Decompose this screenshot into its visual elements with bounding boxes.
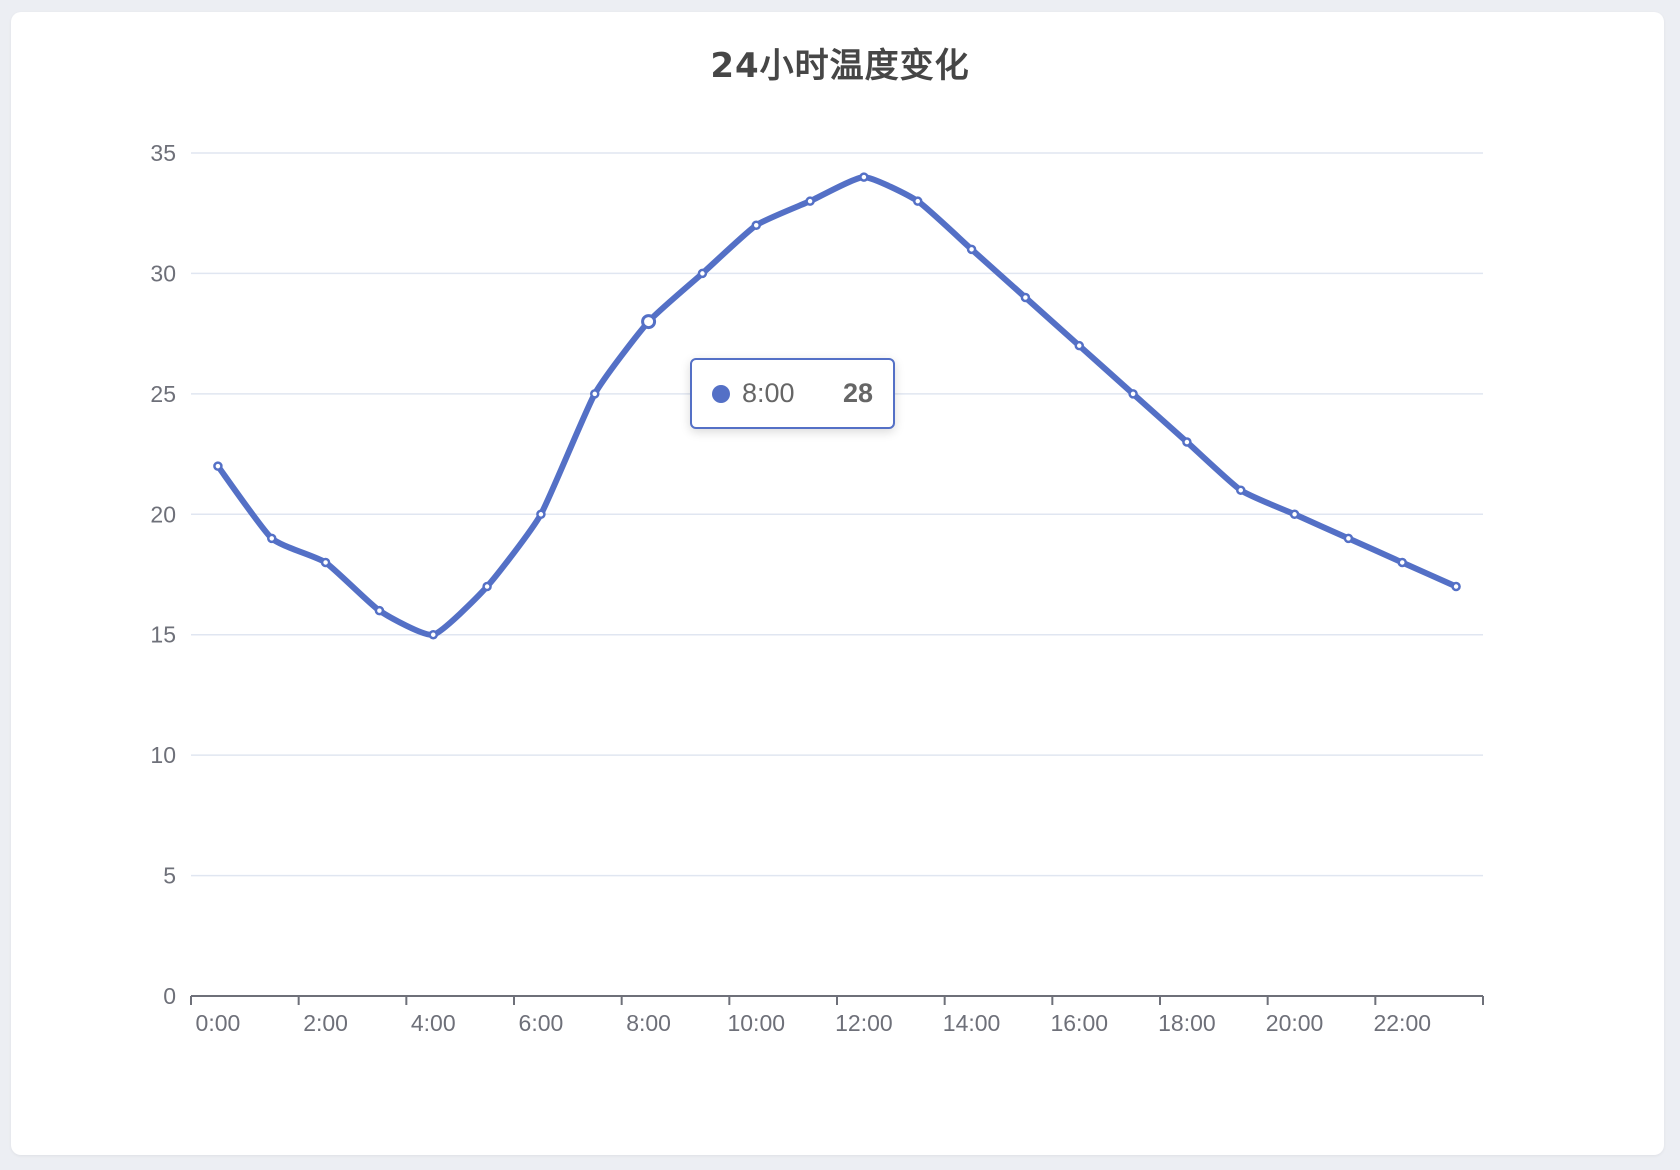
x-tick-label: 4:00 bbox=[411, 1010, 456, 1036]
y-tick-label: 35 bbox=[150, 140, 176, 166]
x-tick-label: 16:00 bbox=[1050, 1010, 1108, 1036]
data-point[interactable] bbox=[428, 629, 438, 640]
series-marker-icon bbox=[712, 384, 730, 403]
y-tick-label: 10 bbox=[150, 742, 176, 768]
data-point[interactable] bbox=[213, 461, 223, 471]
data-point-active[interactable] bbox=[641, 314, 657, 330]
y-tick-label: 5 bbox=[163, 863, 176, 889]
data-point[interactable] bbox=[590, 389, 600, 399]
data-point[interactable] bbox=[966, 244, 977, 255]
data-point[interactable] bbox=[1343, 533, 1354, 544]
chart-card bbox=[11, 12, 1664, 1155]
data-point[interactable] bbox=[267, 533, 277, 544]
x-tick-label: 2:00 bbox=[303, 1010, 348, 1036]
tooltip-label: 8:00 bbox=[742, 378, 795, 408]
x-tick-label: 6:00 bbox=[519, 1010, 564, 1036]
chart-tooltip: 8:00 28 bbox=[690, 358, 895, 429]
data-point[interactable] bbox=[1451, 581, 1461, 592]
data-point[interactable] bbox=[805, 196, 815, 206]
y-tick-label: 25 bbox=[150, 381, 176, 407]
y-tick-label: 0 bbox=[163, 983, 176, 1009]
data-point[interactable] bbox=[320, 557, 331, 568]
data-point[interactable] bbox=[1397, 557, 1407, 568]
data-point[interactable] bbox=[1182, 437, 1192, 447]
y-tick-label: 15 bbox=[150, 622, 176, 648]
data-point[interactable] bbox=[482, 581, 492, 592]
data-point[interactable] bbox=[1236, 485, 1246, 495]
x-tick-label: 10:00 bbox=[727, 1010, 785, 1036]
x-tick-label: 14:00 bbox=[943, 1010, 1001, 1036]
x-tick-label: 22:00 bbox=[1373, 1010, 1431, 1036]
x-tick-label: 0:00 bbox=[196, 1010, 241, 1036]
tooltip-value: 28 bbox=[842, 378, 873, 408]
data-point[interactable] bbox=[913, 196, 923, 206]
data-point[interactable] bbox=[1020, 292, 1031, 303]
data-point[interactable] bbox=[859, 172, 869, 182]
x-tick-label: 8:00 bbox=[626, 1010, 671, 1036]
x-tick-label: 20:00 bbox=[1266, 1010, 1324, 1036]
data-point[interactable] bbox=[536, 509, 546, 520]
data-point[interactable] bbox=[751, 220, 761, 231]
y-tick-label: 30 bbox=[150, 260, 176, 286]
data-point[interactable] bbox=[374, 605, 385, 616]
x-tick-label: 12:00 bbox=[835, 1010, 893, 1036]
data-point[interactable] bbox=[1074, 340, 1084, 351]
y-tick-label: 20 bbox=[150, 501, 176, 527]
data-point[interactable] bbox=[1289, 509, 1300, 520]
chart-title: 24小时温度变化 bbox=[710, 46, 970, 86]
data-point[interactable] bbox=[697, 268, 708, 279]
x-tick-label: 18:00 bbox=[1158, 1010, 1216, 1036]
data-point[interactable] bbox=[1128, 389, 1138, 399]
